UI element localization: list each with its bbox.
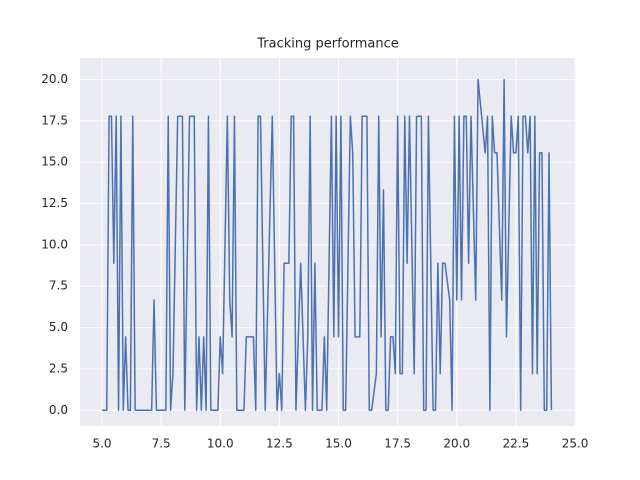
y-tick-label: 7.5	[49, 279, 68, 293]
x-tick-label: 7.5	[152, 437, 171, 451]
chart-title: Tracking performance	[256, 37, 399, 52]
y-tick-label: 17.5	[41, 113, 68, 127]
y-tick-label: 12.5	[41, 196, 68, 210]
y-tick-label: 2.5	[49, 361, 68, 375]
y-tick-label: 20.0	[41, 72, 68, 86]
x-tick-label: 5.0	[92, 437, 111, 451]
y-tick-label: 0.0	[49, 403, 68, 417]
y-tick-label: 10.0	[41, 237, 68, 251]
x-tick-label: 12.5	[266, 437, 293, 451]
x-tick-label: 25.0	[562, 437, 589, 451]
x-tick-label: 17.5	[384, 437, 411, 451]
x-tick-label: 20.0	[443, 437, 470, 451]
x-tick-label: 22.5	[503, 437, 530, 451]
x-tick-label: 15.0	[325, 437, 352, 451]
x-tick-label: 10.0	[207, 437, 234, 451]
y-tick-label: 15.0	[41, 155, 68, 169]
y-tick-label: 5.0	[49, 320, 68, 334]
data-line	[101, 78, 553, 412]
